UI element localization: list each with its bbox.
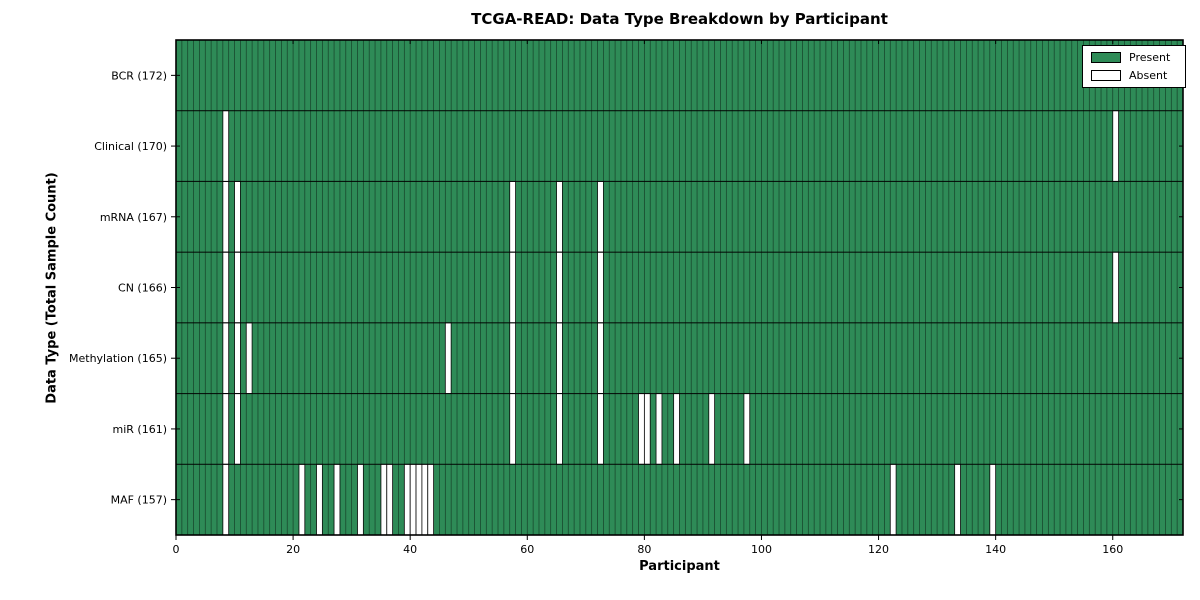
absent-cell xyxy=(222,322,230,394)
absent-cell xyxy=(556,251,563,324)
absent-cell xyxy=(298,463,306,536)
absent-cell xyxy=(234,251,241,324)
absent-cell xyxy=(222,393,230,465)
absent-cell xyxy=(222,251,230,324)
x-tick-label: 60 xyxy=(520,543,534,556)
absent-cell xyxy=(316,463,323,536)
absent-cell xyxy=(222,463,230,536)
x-tick-label: 120 xyxy=(868,543,889,556)
legend: Present Absent xyxy=(1082,45,1186,88)
x-tick-label: 100 xyxy=(751,543,772,556)
x-tick-label: 20 xyxy=(286,543,300,556)
absent-cell xyxy=(403,463,411,536)
absent-cell xyxy=(509,181,516,253)
absent-cell xyxy=(333,463,341,536)
absent-cell xyxy=(222,181,230,253)
absent-cell xyxy=(234,393,241,465)
legend-absent-swatch xyxy=(1091,70,1121,81)
x-tick-label: 160 xyxy=(1102,543,1123,556)
absent-cell xyxy=(409,463,417,536)
y-tick-label: Clinical (170) xyxy=(94,140,167,153)
y-tick-label: miR (161) xyxy=(113,423,168,436)
absent-cell xyxy=(643,393,651,465)
absent-cell xyxy=(380,463,388,536)
absent-cell xyxy=(509,322,516,394)
x-tick-label: 0 xyxy=(173,543,180,556)
absent-cell xyxy=(597,393,604,465)
legend-present-label: Present xyxy=(1129,51,1171,64)
x-axis-label: Participant xyxy=(639,559,720,574)
legend-absent-label: Absent xyxy=(1129,69,1168,82)
x-tick-label: 40 xyxy=(403,543,417,556)
absent-cell xyxy=(597,251,604,324)
absent-cell xyxy=(743,393,751,465)
legend-present-swatch xyxy=(1091,52,1121,63)
legend-entry-present: Present xyxy=(1091,52,1178,63)
absent-cell xyxy=(638,393,645,465)
x-tick-label: 80 xyxy=(637,543,651,556)
absent-cell xyxy=(556,181,563,253)
y-tick-label: BCR (172) xyxy=(111,69,167,82)
x-tick-label: 140 xyxy=(985,543,1006,556)
absent-cell xyxy=(655,393,663,465)
chart-title: TCGA-READ: Data Type Breakdown by Partic… xyxy=(471,10,888,28)
absent-cell xyxy=(1112,110,1119,182)
absent-cell xyxy=(357,463,364,536)
absent-cell xyxy=(509,393,516,465)
absent-cell xyxy=(222,110,230,182)
y-tick-label: CN (166) xyxy=(118,282,167,295)
y-tick-label: MAF (157) xyxy=(111,494,167,507)
absent-cell xyxy=(509,251,516,324)
absent-cell xyxy=(234,322,241,394)
absent-cell xyxy=(556,393,563,465)
y-tick-label: mRNA (167) xyxy=(100,211,167,224)
absent-cell xyxy=(597,181,604,253)
absent-cell xyxy=(427,463,435,536)
absent-cell xyxy=(234,181,241,253)
absent-cell xyxy=(954,463,961,536)
absent-cell xyxy=(889,463,897,536)
absent-cell xyxy=(597,322,604,394)
absent-cell xyxy=(1112,251,1119,324)
absent-cell xyxy=(989,463,997,536)
y-tick-label: Methylation (165) xyxy=(69,352,167,365)
absent-cell xyxy=(444,322,452,394)
absent-cell xyxy=(673,393,680,465)
absent-cell xyxy=(415,463,423,536)
legend-entry-absent: Absent xyxy=(1091,70,1178,81)
absent-cell xyxy=(708,393,716,465)
absent-cell xyxy=(421,463,429,536)
absent-cell xyxy=(386,463,394,536)
absent-cell xyxy=(556,322,563,394)
absent-cell xyxy=(245,322,253,394)
